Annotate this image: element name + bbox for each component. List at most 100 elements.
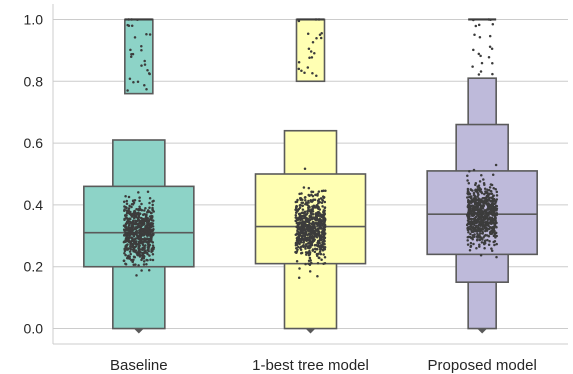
- strip-point: [308, 225, 311, 228]
- strip-point: [149, 234, 152, 238]
- outlier-point: [479, 70, 483, 73]
- strip-point: [322, 189, 325, 193]
- strip-point: [308, 256, 312, 260]
- strip-point: [127, 233, 131, 236]
- outlier-point: [140, 44, 143, 48]
- strip-point: [297, 235, 301, 238]
- strip-point: [482, 224, 485, 228]
- outlier-point: [491, 62, 494, 65]
- x-tick-label: Proposed model: [428, 357, 537, 374]
- strip-point: [132, 228, 135, 231]
- outlier-point: [311, 41, 315, 44]
- strip-point: [301, 234, 305, 237]
- strip-point: [488, 216, 492, 219]
- strip-point: [152, 246, 156, 249]
- strip-point: [469, 197, 473, 200]
- strip-point: [137, 248, 141, 252]
- strip-point: [296, 225, 300, 228]
- outlier-point: [309, 50, 313, 53]
- strip-point: [318, 222, 322, 225]
- strip-points-group: [122, 18, 156, 277]
- strip-point: [304, 245, 307, 248]
- strip-point: [323, 200, 327, 204]
- strip-point: [124, 253, 127, 257]
- outlier-point: [478, 36, 482, 39]
- strip-point: [300, 201, 303, 204]
- strip-point: [131, 221, 135, 224]
- strip-point: [123, 249, 127, 253]
- strip-point: [483, 199, 486, 202]
- strip-point: [146, 190, 150, 193]
- outlier-point: [126, 23, 129, 27]
- strip-point: [313, 222, 317, 225]
- y-tick-label: 0.0: [24, 321, 44, 337]
- strip-point: [488, 189, 491, 192]
- strip-point: [469, 241, 473, 245]
- strip-point: [466, 236, 470, 239]
- strip-point: [305, 237, 309, 240]
- strip-point: [310, 261, 313, 265]
- y-tick-label: 1.0: [24, 11, 44, 27]
- strip-point: [315, 204, 318, 208]
- strip-point: [323, 247, 327, 251]
- strip-point: [478, 238, 482, 242]
- strip-point: [495, 190, 499, 194]
- strip-point: [473, 233, 476, 236]
- strip-point: [140, 217, 144, 221]
- strip-point: [483, 247, 486, 250]
- strip-point: [123, 240, 126, 243]
- strip-point: [495, 194, 499, 197]
- strip-point: [479, 206, 482, 209]
- strip-point: [475, 211, 479, 215]
- strip-point: [485, 223, 489, 227]
- outlier-point: [140, 48, 143, 52]
- strip-point: [483, 201, 487, 204]
- strip-point: [494, 204, 498, 208]
- strip-point: [485, 220, 489, 223]
- strip-point: [300, 241, 303, 244]
- strip-point: [123, 229, 127, 232]
- strip-point: [142, 241, 145, 244]
- strip-point: [129, 247, 132, 250]
- strip-point: [473, 230, 477, 233]
- strip-point: [304, 214, 307, 217]
- strip-point: [487, 213, 490, 217]
- outlier-point: [487, 56, 491, 59]
- strip-point: [148, 254, 151, 257]
- strip-point: [482, 236, 485, 239]
- strip-point: [313, 250, 317, 254]
- strip-point: [144, 244, 147, 247]
- strip-point: [123, 251, 126, 255]
- strip-point: [495, 198, 499, 201]
- outlier-point: [300, 69, 303, 73]
- strip-point: [296, 218, 300, 222]
- strip-point: [140, 208, 144, 212]
- strip-point: [488, 186, 492, 189]
- strip-point: [127, 207, 131, 210]
- strip-point: [308, 246, 311, 250]
- strip-point: [305, 239, 308, 243]
- strip-point: [469, 232, 472, 236]
- strip-point: [151, 252, 155, 256]
- strip-point: [481, 197, 485, 200]
- strip-point: [316, 261, 320, 265]
- strip-point: [143, 239, 146, 242]
- strip-point: [321, 243, 324, 246]
- strip-point: [143, 218, 146, 221]
- outlier-point: [306, 66, 310, 69]
- strip-point: [483, 242, 486, 246]
- strip-point: [143, 209, 146, 212]
- strip-point: [129, 231, 132, 235]
- strip-point: [307, 193, 310, 197]
- strip-point: [477, 223, 481, 227]
- outlier-point: [130, 53, 133, 56]
- strip-point: [145, 234, 149, 237]
- strip-point: [468, 204, 471, 207]
- strip-point: [131, 260, 134, 264]
- strip-point: [144, 225, 147, 228]
- strip-point: [146, 258, 149, 262]
- strip-point: [470, 199, 473, 202]
- strip-point: [142, 234, 146, 237]
- strip-point: [316, 192, 319, 196]
- outlier-point: [488, 34, 492, 38]
